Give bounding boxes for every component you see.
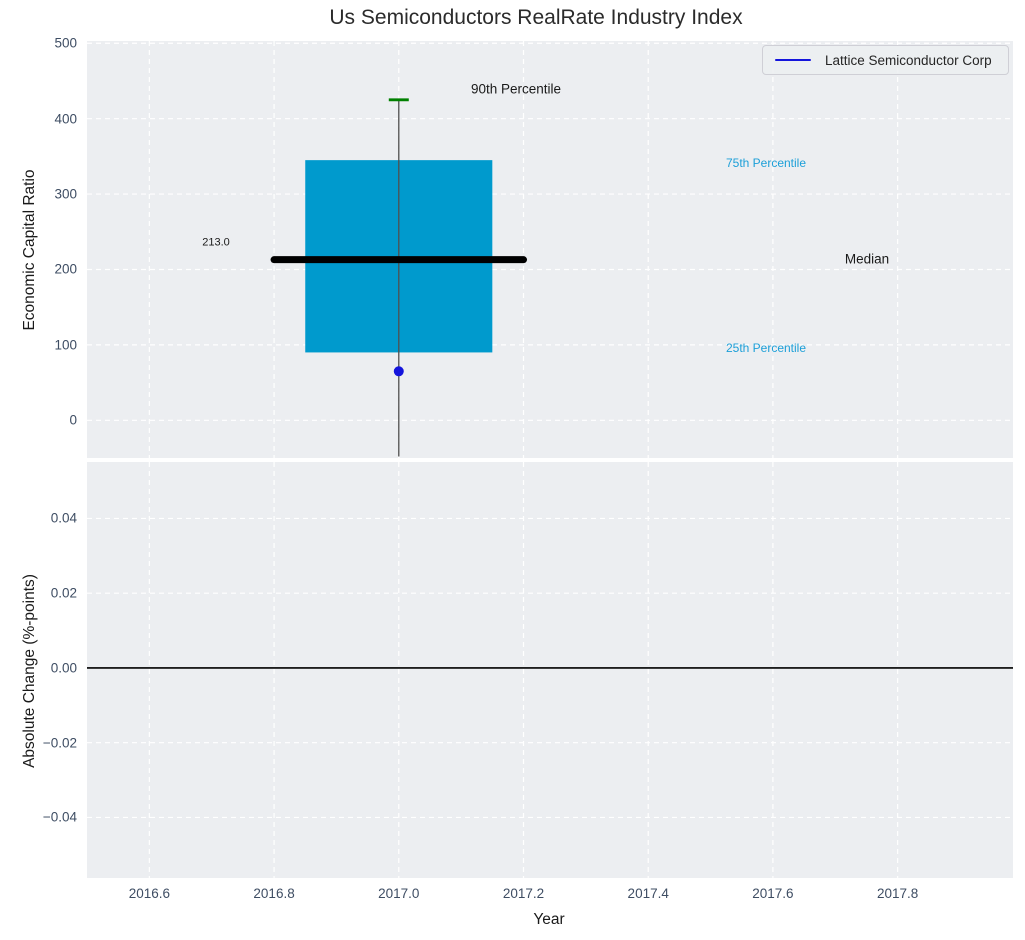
annotation-median: Median xyxy=(844,251,890,267)
ytick-label: −0.04 xyxy=(42,809,77,825)
xtick-label: 2016.8 xyxy=(253,886,295,901)
legend: Lattice Semiconductor Corp xyxy=(762,45,1009,75)
ytick-label: −0.02 xyxy=(42,734,77,750)
ytick-label: 400 xyxy=(54,110,77,126)
median-value-label: 213.0 xyxy=(202,236,230,249)
xtick-label: 2016.6 xyxy=(128,886,170,901)
ytick-label: 100 xyxy=(54,337,77,353)
xtick-label: 2017.0 xyxy=(378,886,420,901)
legend-line-sample-icon xyxy=(775,59,811,61)
xtick-label: 2017.6 xyxy=(752,886,794,901)
ytick-label: 0.02 xyxy=(50,585,77,601)
xtick-label: 2017.2 xyxy=(502,886,545,901)
company-point xyxy=(393,366,404,377)
x-axis-label: Year xyxy=(533,911,565,928)
annotation-25th-percentile: 25th Percentile xyxy=(725,341,807,355)
chart-title: Us Semiconductors RealRate Industry Inde… xyxy=(329,6,743,29)
legend-label: Lattice Semiconductor Corp xyxy=(825,52,992,68)
ytick-label: 0 xyxy=(69,412,77,428)
ytick-label: 0.04 xyxy=(50,510,77,526)
ytick-label: 0.00 xyxy=(50,660,77,676)
ytick-label: 500 xyxy=(54,35,77,51)
panel-economic-capital-ratio xyxy=(87,41,1013,458)
annotation-90th-percentile: 90th Percentile xyxy=(470,81,562,97)
xtick-label: 2017.8 xyxy=(876,886,919,901)
ytick-label: 200 xyxy=(54,261,77,277)
y-axis-label-bottom: Absolute Change (%-points) xyxy=(21,574,38,768)
panel-absolute-change xyxy=(87,462,1013,878)
annotation-75th-percentile: 75th Percentile xyxy=(725,156,807,170)
xtick-label: 2017.4 xyxy=(627,886,669,901)
ytick-label: 300 xyxy=(54,186,77,202)
y-axis-label-top: Economic Capital Ratio xyxy=(21,169,38,331)
